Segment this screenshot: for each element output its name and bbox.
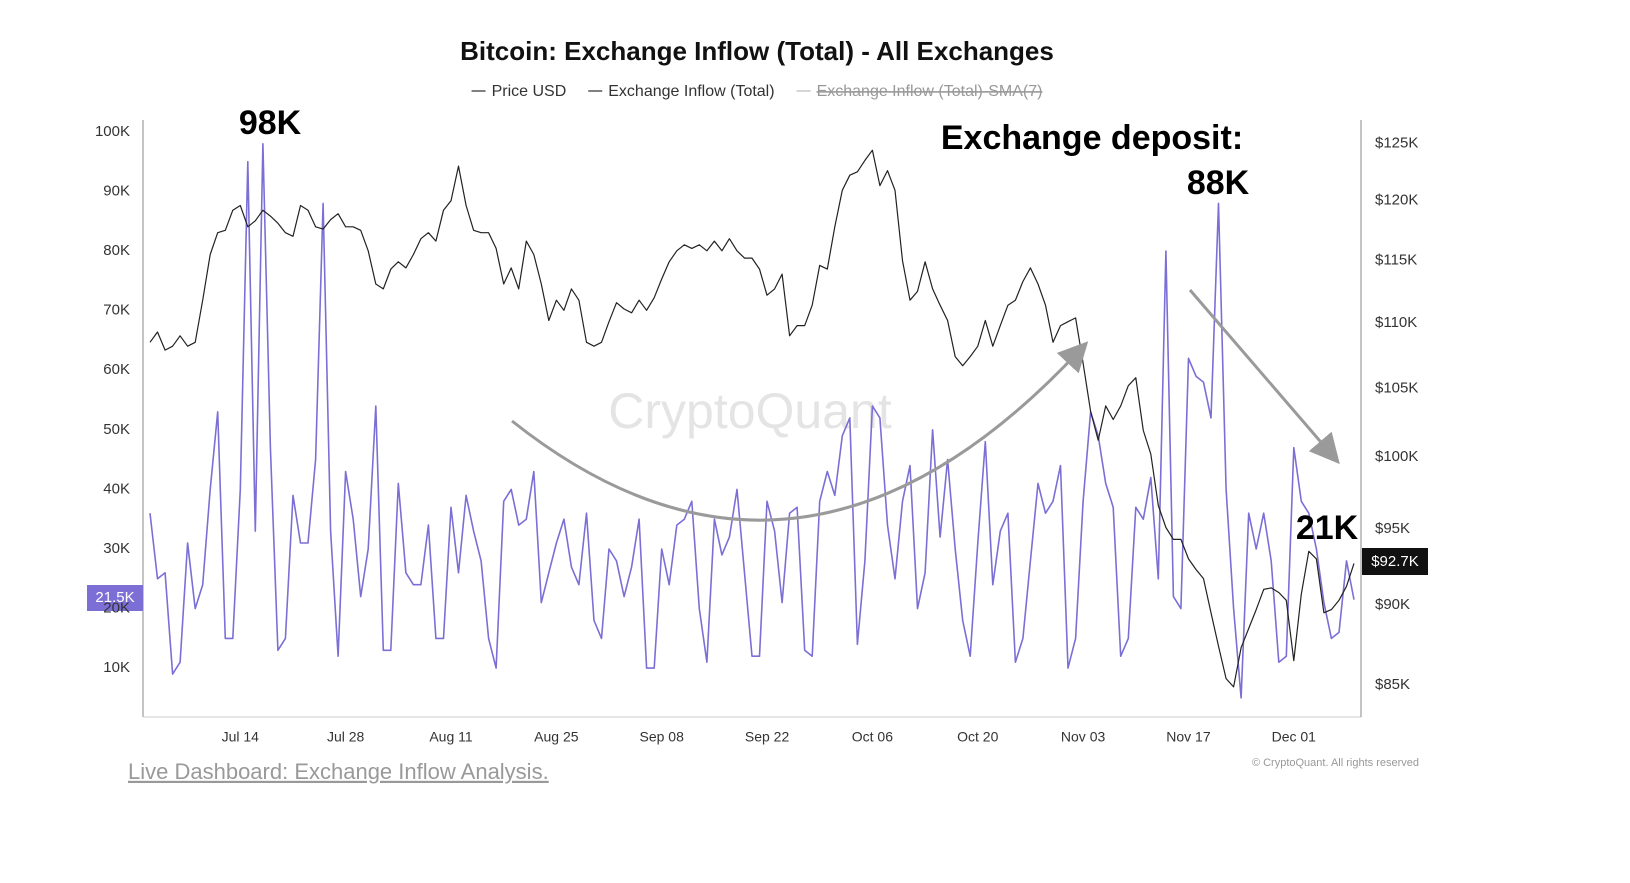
y2-tick-label: $105K xyxy=(1375,379,1418,396)
y-tick-label: 60K xyxy=(103,361,130,378)
y2-tick-label: $120K xyxy=(1375,192,1418,209)
y-tick-label: 100K xyxy=(95,123,130,140)
annotation: 21K xyxy=(1296,509,1359,547)
value-badge xyxy=(87,585,143,611)
y2-tick-label: $115K xyxy=(1375,252,1417,269)
y-tick-label: 10K xyxy=(103,659,130,676)
watermark: CryptoQuant xyxy=(608,383,892,439)
dashboard-link[interactable]: Live Dashboard: Exchange Inflow Analysis… xyxy=(128,759,549,784)
trend-arrow xyxy=(511,341,1089,522)
legend-item: Exchange Inflow (Total) xyxy=(588,83,775,100)
x-tick-label: Jul 14 xyxy=(222,729,260,745)
x-tick-label: Sep 08 xyxy=(640,729,685,745)
y2-tick-label: $100K xyxy=(1375,448,1418,465)
value-badge-label: $92.7K xyxy=(1371,553,1419,570)
y-tick-label: 30K xyxy=(103,540,130,557)
y2-tick-label: $110K xyxy=(1375,314,1417,331)
y-tick-label: 40K xyxy=(103,480,130,497)
trend-arrow xyxy=(1188,289,1340,465)
annotation: 98K xyxy=(239,104,302,142)
y-tick-label: 20K xyxy=(103,600,130,617)
series-line xyxy=(149,143,1355,699)
legend-item: Exchange Inflow (Total)-SMA(7) xyxy=(796,83,1043,100)
plot xyxy=(149,143,1355,699)
x-tick-label: Aug 25 xyxy=(534,729,579,745)
legend-label: Price USD xyxy=(492,83,567,100)
legend-label: Exchange Inflow (Total) xyxy=(608,83,774,100)
annotation: 88K xyxy=(1187,164,1250,202)
x-tick-label: Dec 01 xyxy=(1272,729,1317,745)
y2-tick-label: $85K xyxy=(1375,676,1410,693)
y-tick-label: 80K xyxy=(103,242,130,259)
y2-tick-label: $90K xyxy=(1375,596,1410,613)
x-tick-label: Nov 03 xyxy=(1061,729,1106,745)
x-tick-label: Oct 20 xyxy=(957,729,998,745)
legend-label: Exchange Inflow (Total)-SMA(7) xyxy=(817,83,1043,100)
y-tick-label: 90K xyxy=(103,182,130,199)
x-tick-label: Nov 17 xyxy=(1166,729,1211,745)
y-tick-label: 50K xyxy=(103,421,130,438)
x-tick-label: Oct 06 xyxy=(852,729,893,745)
chart-title: Bitcoin: Exchange Inflow (Total) - All E… xyxy=(460,36,1054,66)
copyright: © CryptoQuant. All rights reserved xyxy=(1252,757,1419,769)
x-tick-label: Aug 11 xyxy=(429,729,473,745)
x-tick-label: Sep 22 xyxy=(745,729,790,745)
y2-tick-label: $95K xyxy=(1375,520,1410,537)
annotation: Exchange deposit: xyxy=(941,119,1243,157)
y-tick-label: 70K xyxy=(103,302,130,319)
legend: Price USD Exchange Inflow (Total) Exchange… xyxy=(471,83,1043,100)
value-badge-label: 21.5K xyxy=(95,589,134,606)
y2-tick-label: $125K xyxy=(1375,134,1418,151)
value-badge xyxy=(1362,548,1428,575)
legend-item: Price USD xyxy=(471,83,567,100)
x-tick-label: Jul 28 xyxy=(327,729,365,745)
series-line xyxy=(149,149,1355,688)
